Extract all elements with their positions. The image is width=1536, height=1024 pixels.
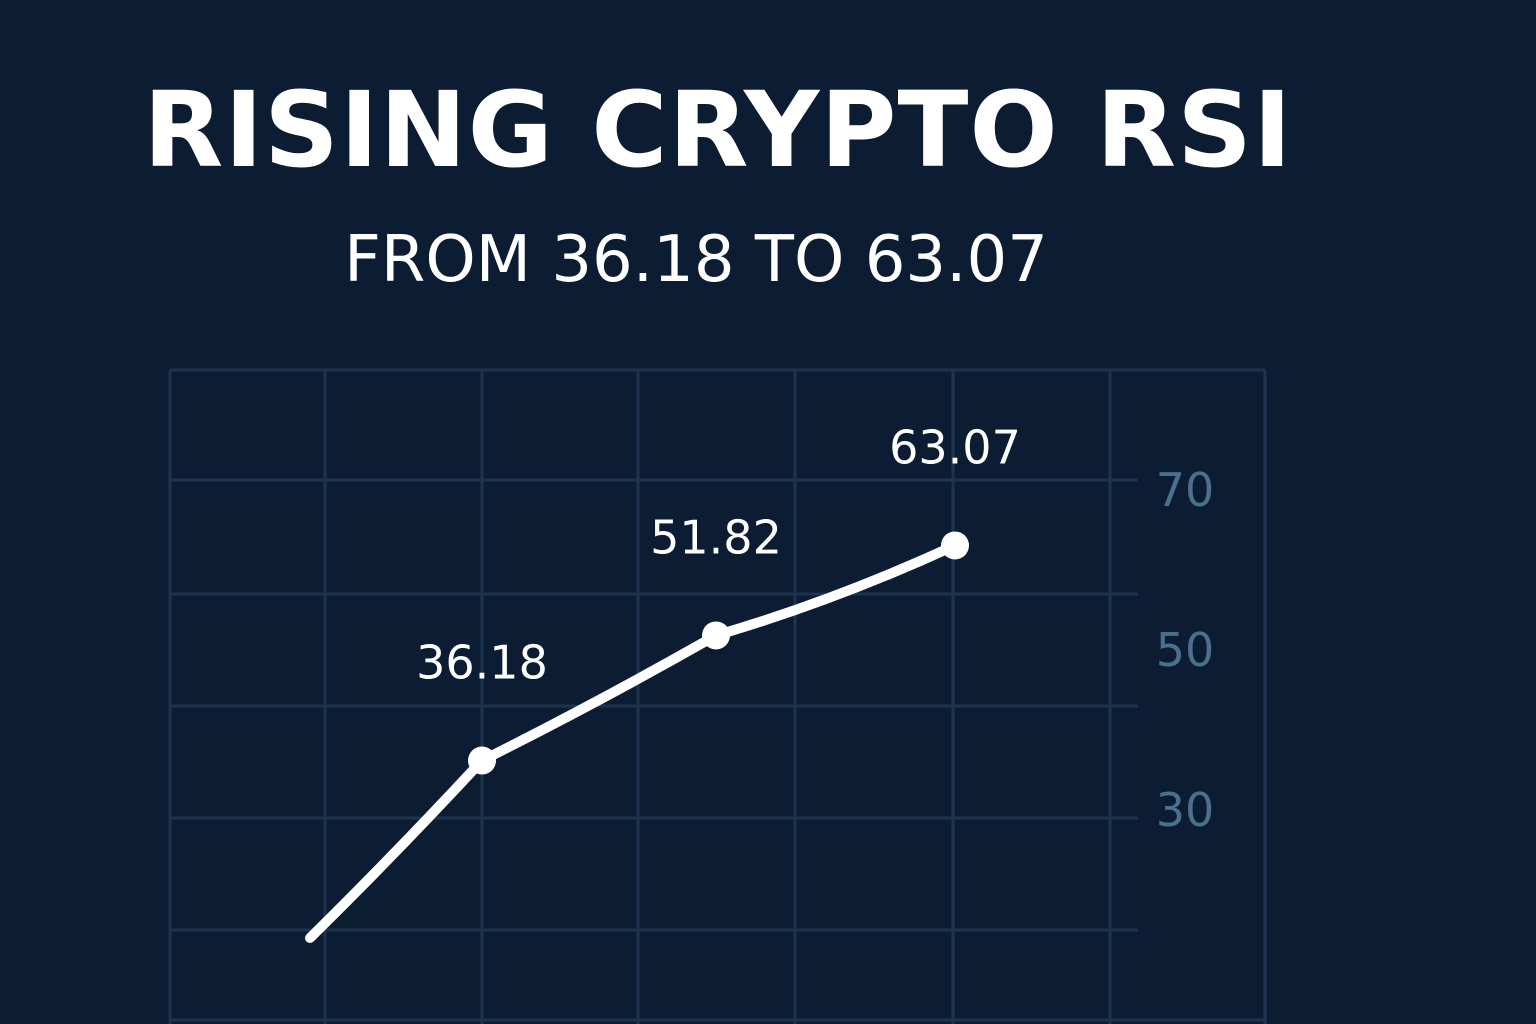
- chart-series: [305, 531, 969, 943]
- data-label-2: 51.82: [650, 510, 782, 564]
- rsi-series-line: [305, 540, 960, 943]
- y-tick-label-70: 70: [1156, 463, 1215, 517]
- chart-labels: 36.18 51.82 63.07: [416, 420, 1021, 689]
- y-axis-ticks: 30 50 70: [1156, 463, 1215, 837]
- data-point-2: [702, 621, 730, 650]
- data-label-3: 63.07: [889, 420, 1021, 474]
- chart-subtitle: FROM 36.18 TO 63.07: [344, 223, 1048, 297]
- data-label-1: 36.18: [416, 636, 548, 690]
- data-point-3: [941, 531, 969, 560]
- data-point-1: [468, 746, 496, 775]
- chart-grid: [168, 368, 1267, 1024]
- y-tick-label-50: 50: [1156, 623, 1215, 677]
- chart-title: RISING CRYPTO RSI: [143, 69, 1293, 191]
- y-tick-label-30: 30: [1156, 783, 1215, 837]
